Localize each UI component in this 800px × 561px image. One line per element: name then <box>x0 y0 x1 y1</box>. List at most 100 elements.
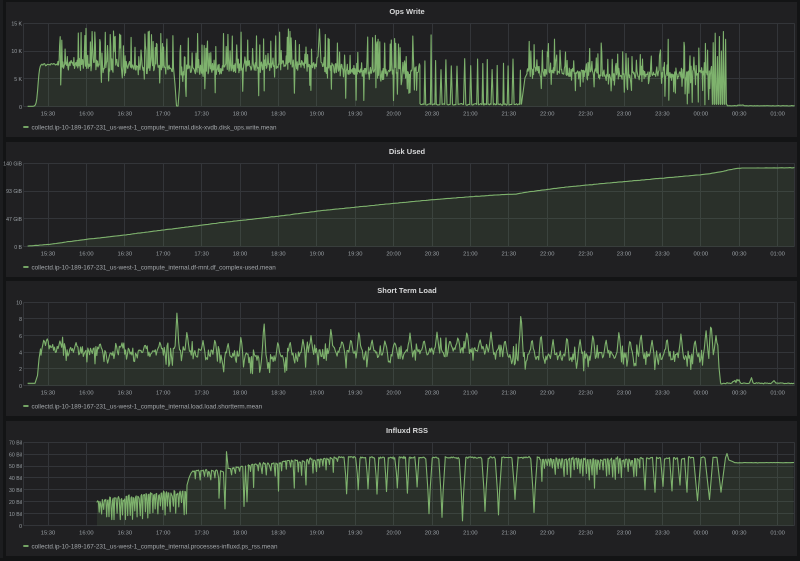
svg-text:20:00: 20:00 <box>386 251 401 257</box>
svg-text:16:00: 16:00 <box>79 251 94 257</box>
svg-text:50 Bil: 50 Bil <box>9 464 22 470</box>
svg-text:8: 8 <box>19 317 22 323</box>
svg-text:22:00: 22:00 <box>540 391 555 397</box>
svg-text:22:00: 22:00 <box>540 530 555 536</box>
svg-text:20:30: 20:30 <box>425 530 440 536</box>
svg-text:16:00: 16:00 <box>79 530 94 536</box>
svg-text:140 GiB: 140 GiB <box>3 161 22 167</box>
svg-text:23:00: 23:00 <box>617 391 632 397</box>
svg-text:5 K: 5 K <box>14 77 22 83</box>
svg-text:22:00: 22:00 <box>540 251 555 257</box>
svg-text:18:30: 18:30 <box>271 251 286 257</box>
svg-text:23:30: 23:30 <box>655 391 670 397</box>
svg-text:21:30: 21:30 <box>502 391 517 397</box>
svg-text:10 K: 10 K <box>11 49 22 55</box>
svg-text:21:00: 21:00 <box>463 251 478 257</box>
svg-text:23:00: 23:00 <box>617 530 632 536</box>
svg-text:Disk Used: Disk Used <box>389 147 426 156</box>
svg-text:15:30: 15:30 <box>41 112 56 118</box>
svg-text:19:30: 19:30 <box>348 251 363 257</box>
svg-text:21:00: 21:00 <box>463 112 478 118</box>
svg-text:17:00: 17:00 <box>156 530 171 536</box>
svg-text:20 Bil: 20 Bil <box>9 500 22 506</box>
svg-text:16:30: 16:30 <box>118 391 133 397</box>
svg-text:16:30: 16:30 <box>118 251 133 257</box>
svg-text:collectd.ip-10-189-167-231_us-: collectd.ip-10-189-167-231_us-west-1_com… <box>32 543 279 550</box>
svg-text:18:00: 18:00 <box>233 530 248 536</box>
svg-text:18:30: 18:30 <box>271 530 286 536</box>
svg-text:00:30: 00:30 <box>732 530 747 536</box>
svg-text:18:00: 18:00 <box>233 112 248 118</box>
svg-text:70 Bil: 70 Bil <box>9 440 22 446</box>
svg-text:00:00: 00:00 <box>694 112 709 118</box>
svg-text:15:30: 15:30 <box>41 530 56 536</box>
svg-text:18:00: 18:00 <box>233 391 248 397</box>
svg-text:16:30: 16:30 <box>118 530 133 536</box>
svg-text:22:30: 22:30 <box>578 391 593 397</box>
svg-text:19:30: 19:30 <box>348 112 363 118</box>
svg-text:21:30: 21:30 <box>502 112 517 118</box>
svg-text:Ops Write: Ops Write <box>389 7 424 16</box>
svg-text:19:00: 19:00 <box>310 251 325 257</box>
svg-text:19:30: 19:30 <box>348 391 363 397</box>
svg-text:collectd.ip-10-189-167-231_us-: collectd.ip-10-189-167-231_us-west-1_com… <box>32 403 263 410</box>
svg-text:collectd.ip-10-189-167-231_us-: collectd.ip-10-189-167-231_us-west-1_com… <box>32 124 278 131</box>
svg-text:16:00: 16:00 <box>79 112 94 118</box>
svg-text:00:00: 00:00 <box>694 391 709 397</box>
svg-text:21:00: 21:00 <box>463 391 478 397</box>
svg-text:22:00: 22:00 <box>540 112 555 118</box>
svg-text:17:30: 17:30 <box>194 530 209 536</box>
svg-text:30 Bil: 30 Bil <box>9 488 22 494</box>
svg-text:19:00: 19:00 <box>310 112 325 118</box>
svg-text:4: 4 <box>19 350 22 356</box>
svg-text:21:30: 21:30 <box>502 530 517 536</box>
svg-text:6: 6 <box>19 334 22 340</box>
svg-text:00:00: 00:00 <box>694 530 709 536</box>
svg-text:17:30: 17:30 <box>194 391 209 397</box>
svg-text:00:30: 00:30 <box>732 251 747 257</box>
svg-text:20:30: 20:30 <box>425 112 440 118</box>
svg-text:00:30: 00:30 <box>732 112 747 118</box>
svg-text:15:30: 15:30 <box>41 251 56 257</box>
svg-text:20:30: 20:30 <box>425 251 440 257</box>
svg-text:18:30: 18:30 <box>271 391 286 397</box>
svg-text:22:30: 22:30 <box>578 112 593 118</box>
svg-text:20:00: 20:00 <box>386 391 401 397</box>
svg-text:22:30: 22:30 <box>578 530 593 536</box>
svg-text:01:00: 01:00 <box>770 251 785 257</box>
svg-text:01:00: 01:00 <box>770 530 785 536</box>
svg-text:20:00: 20:00 <box>386 530 401 536</box>
svg-text:47 GiB: 47 GiB <box>6 217 22 223</box>
svg-text:00:30: 00:30 <box>732 391 747 397</box>
svg-text:15 K: 15 K <box>11 21 22 27</box>
svg-text:Short Term Load: Short Term Load <box>377 286 437 295</box>
svg-text:23:30: 23:30 <box>655 251 670 257</box>
svg-text:Influxd RSS: Influxd RSS <box>386 426 428 435</box>
svg-text:0 B: 0 B <box>14 244 22 250</box>
svg-text:18:00: 18:00 <box>233 251 248 257</box>
svg-text:17:00: 17:00 <box>156 112 171 118</box>
svg-text:23:30: 23:30 <box>655 112 670 118</box>
svg-text:0: 0 <box>19 523 22 529</box>
svg-text:17:00: 17:00 <box>156 251 171 257</box>
svg-text:20:30: 20:30 <box>425 391 440 397</box>
svg-text:20:00: 20:00 <box>386 112 401 118</box>
svg-text:18:30: 18:30 <box>271 112 286 118</box>
svg-text:22:30: 22:30 <box>578 251 593 257</box>
svg-text:23:00: 23:00 <box>617 112 632 118</box>
svg-text:17:00: 17:00 <box>156 391 171 397</box>
svg-text:21:30: 21:30 <box>502 251 517 257</box>
svg-text:40 Bil: 40 Bil <box>9 476 22 482</box>
svg-text:23:00: 23:00 <box>617 251 632 257</box>
svg-text:93 GiB: 93 GiB <box>6 189 22 195</box>
svg-text:17:30: 17:30 <box>194 112 209 118</box>
svg-text:23:30: 23:30 <box>655 530 670 536</box>
svg-text:collectd.ip-10-189-167-231_us-: collectd.ip-10-189-167-231_us-west-1_com… <box>32 264 277 271</box>
svg-text:10: 10 <box>16 300 22 306</box>
svg-text:19:00: 19:00 <box>310 391 325 397</box>
svg-text:21:00: 21:00 <box>463 530 478 536</box>
svg-text:19:00: 19:00 <box>310 530 325 536</box>
svg-text:01:00: 01:00 <box>770 391 785 397</box>
svg-text:15:30: 15:30 <box>41 391 56 397</box>
svg-text:17:30: 17:30 <box>194 251 209 257</box>
